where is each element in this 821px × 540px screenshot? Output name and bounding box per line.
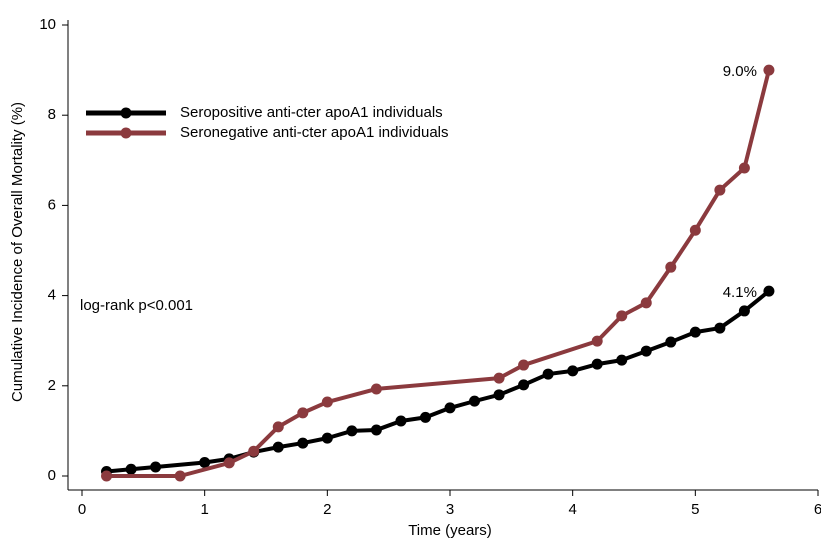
x-axis-label: Time (years)	[408, 522, 492, 539]
data-label: 4.1%	[723, 284, 757, 301]
point	[346, 425, 358, 437]
point	[321, 396, 333, 408]
y-tick-label: 4	[48, 287, 56, 304]
point	[493, 389, 505, 401]
point	[272, 441, 284, 453]
point	[321, 432, 333, 444]
data-label: 9.0%	[723, 63, 757, 80]
point	[518, 379, 530, 391]
point	[518, 359, 530, 371]
point	[591, 335, 603, 347]
point	[199, 456, 211, 468]
y-axis-label: Cumulative Incidence of Overall Mortalit…	[9, 102, 26, 402]
y-tick-label: 10	[39, 16, 56, 33]
point	[493, 372, 505, 384]
point	[567, 365, 579, 377]
point	[640, 345, 652, 357]
point	[150, 461, 162, 473]
point	[616, 354, 628, 366]
point	[248, 445, 260, 457]
point	[223, 457, 235, 469]
series-line	[106, 289, 771, 474]
y-tick-label: 6	[48, 196, 56, 213]
y-tick-label: 0	[48, 467, 56, 484]
point	[714, 322, 726, 334]
y-tick-label: 2	[48, 377, 56, 394]
point	[370, 424, 382, 436]
point	[297, 407, 309, 419]
point	[665, 336, 677, 348]
point	[640, 297, 652, 309]
annotation: log-rank p<0.001	[80, 297, 193, 314]
point	[469, 395, 481, 407]
point	[616, 310, 628, 322]
x-tick-label: 2	[323, 501, 331, 518]
x-tick-label: 3	[446, 501, 454, 518]
point	[591, 358, 603, 370]
point	[370, 383, 382, 395]
point	[444, 402, 456, 414]
point	[101, 470, 113, 482]
point	[174, 470, 186, 482]
x-tick-label: 6	[814, 501, 821, 518]
y-tick-label: 8	[48, 106, 56, 123]
point	[272, 421, 284, 433]
point	[714, 184, 726, 196]
x-tick-label: 1	[200, 501, 208, 518]
x-tick-label: 0	[78, 501, 86, 518]
point	[297, 437, 309, 449]
point	[738, 162, 750, 174]
point	[665, 261, 677, 273]
legend-marker	[120, 107, 132, 119]
legend-marker	[120, 127, 132, 139]
point	[125, 463, 137, 475]
point	[763, 285, 775, 297]
point	[419, 411, 431, 423]
point	[689, 224, 701, 236]
point	[395, 415, 407, 427]
legend-label: Seropositive anti-cter apoA1 individuals	[180, 104, 443, 121]
point	[542, 368, 554, 380]
x-tick-label: 5	[691, 501, 699, 518]
point	[763, 64, 775, 76]
legend-label: Seronegative anti-cter apoA1 individuals	[180, 124, 449, 141]
x-tick-label: 4	[568, 501, 576, 518]
point	[738, 305, 750, 317]
point	[689, 326, 701, 338]
